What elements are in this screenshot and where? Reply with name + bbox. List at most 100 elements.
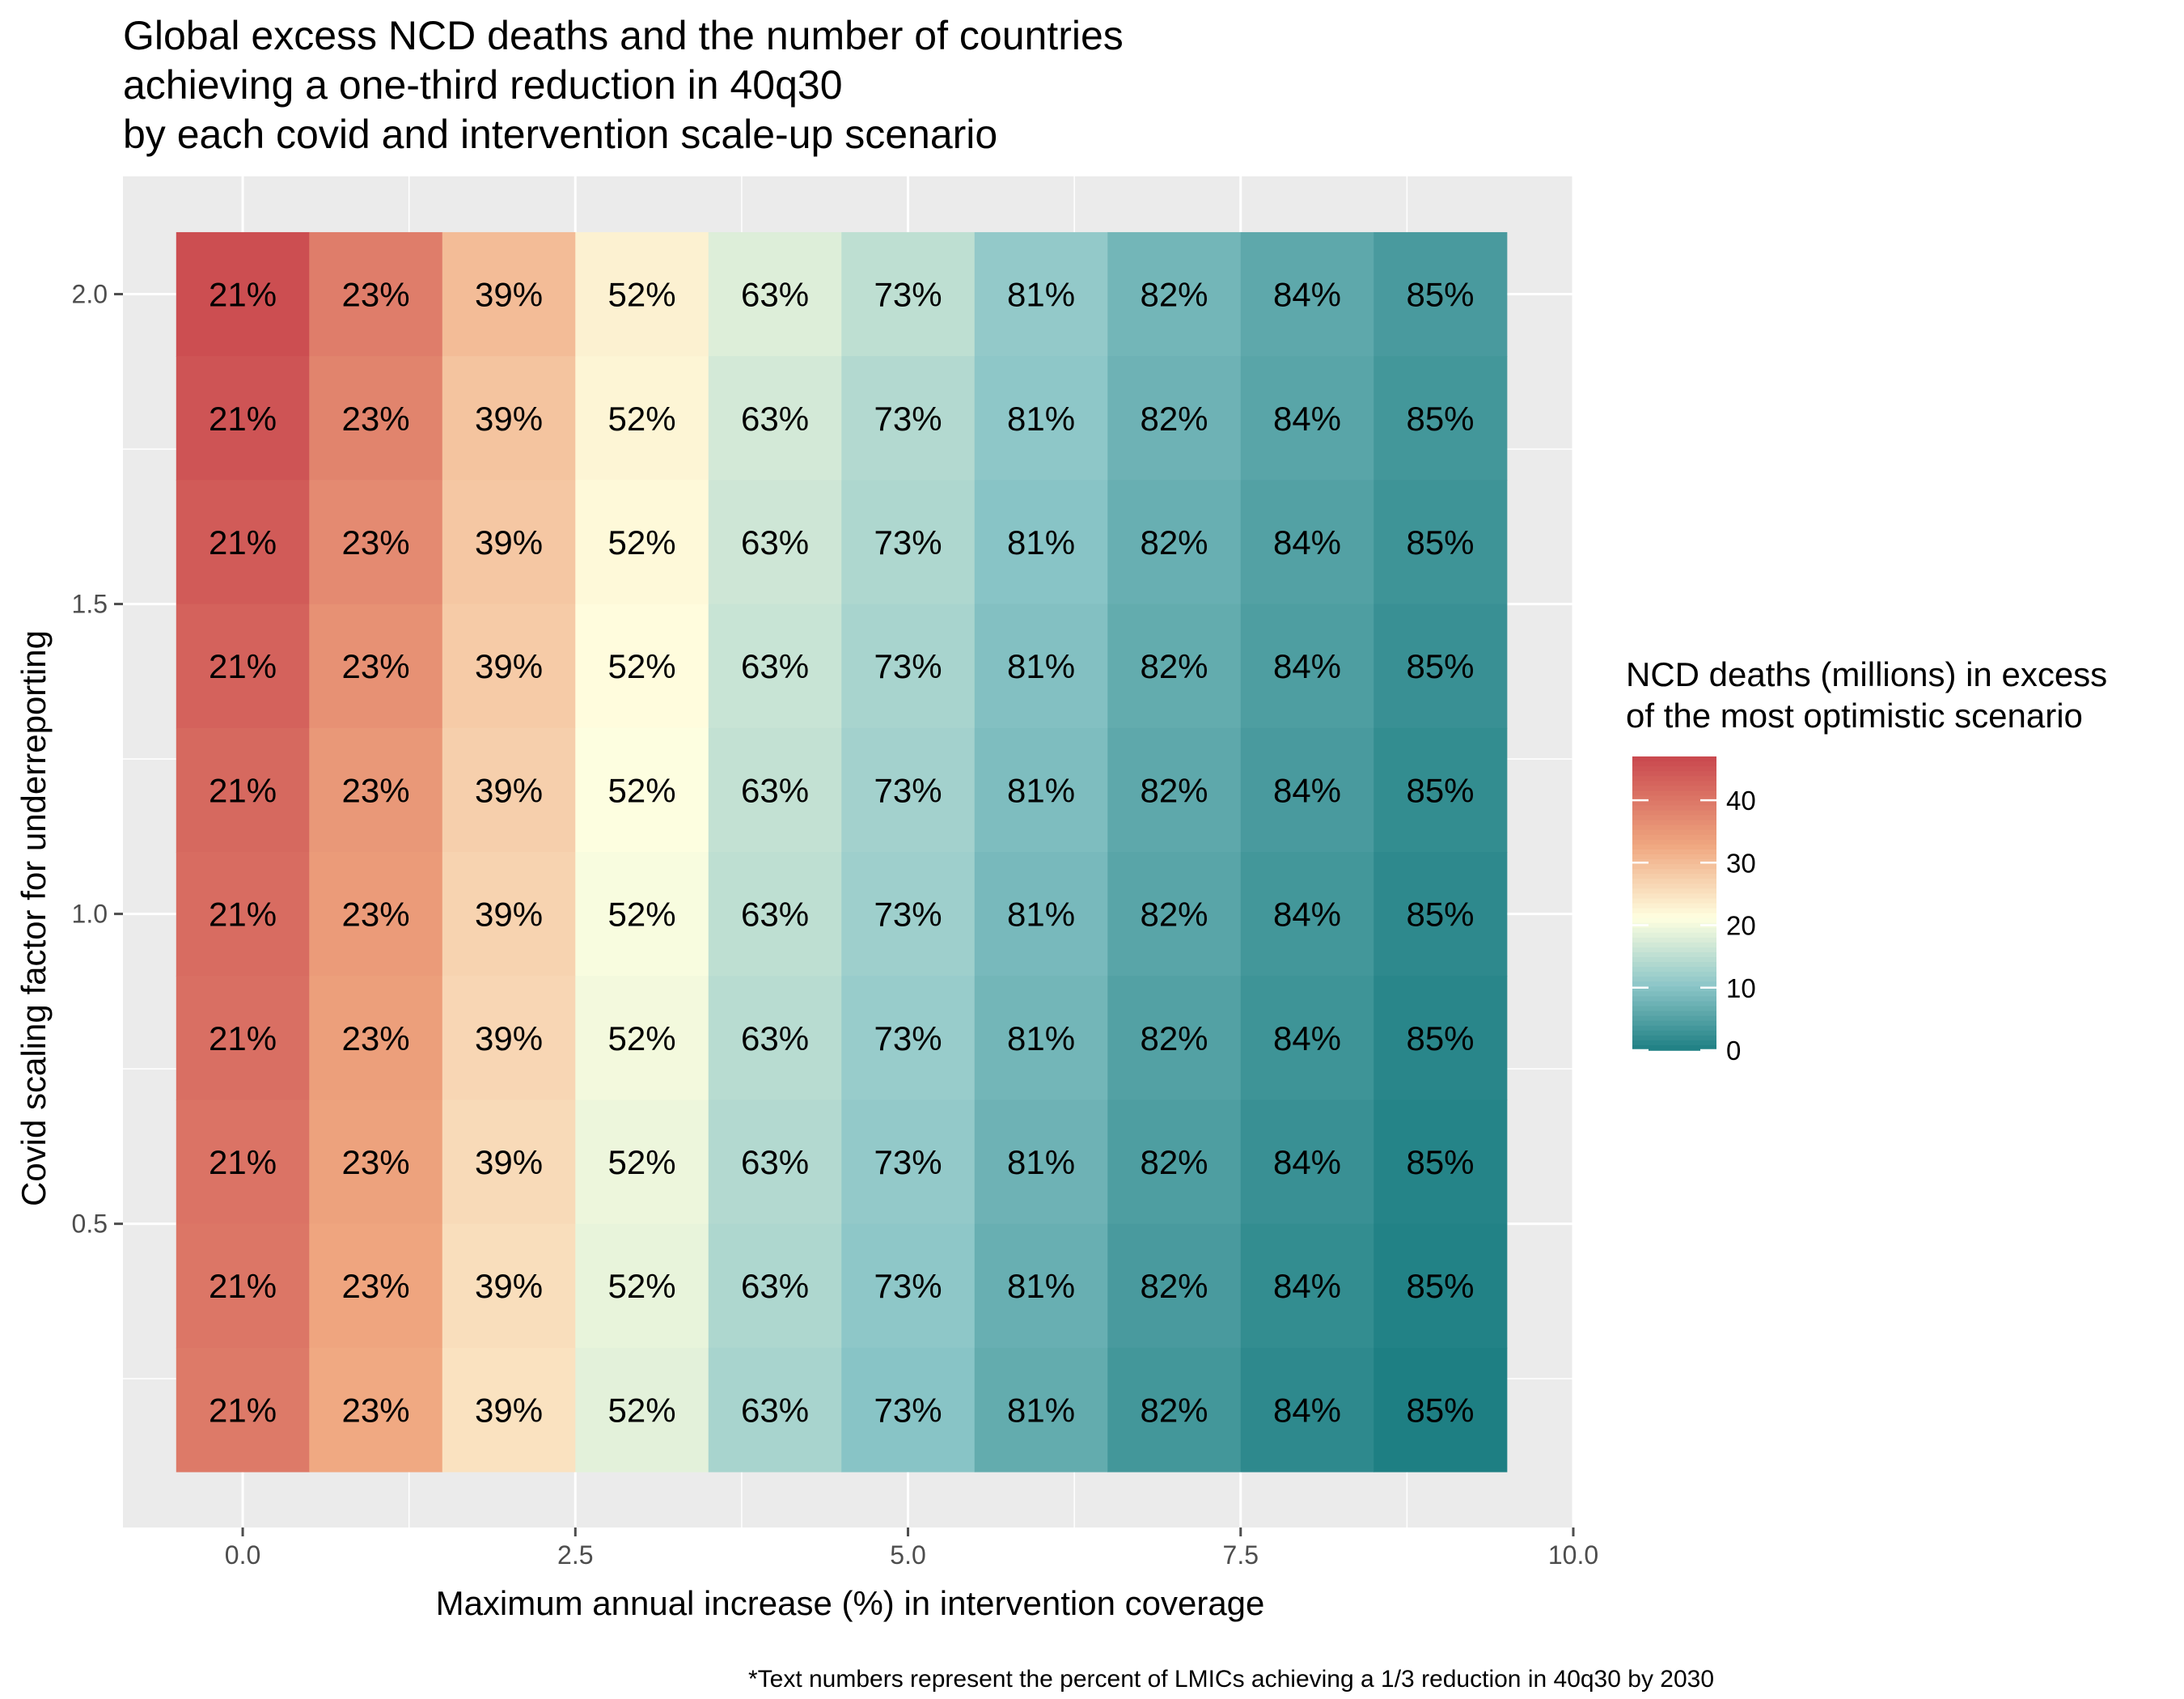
cell-labels: 21% 23% 39% 52% 63% 73% 81% 82% 84% 85% 21% 23% 39% 5… <box>209 276 1475 1430</box>
cell-label: 84% <box>1273 276 1341 314</box>
heatmap-cell <box>309 1223 443 1349</box>
cell-label: 84% <box>1273 400 1341 438</box>
heatmap-cell <box>1107 480 1242 605</box>
legend-title-line-2: of the most optimistic scenario <box>1626 697 2083 735</box>
heatmap-cell <box>176 231 310 357</box>
heatmap-cell <box>176 976 310 1101</box>
legend-gradient-step <box>1632 883 1716 890</box>
cell-label: 81% <box>1007 647 1075 685</box>
heatmap-cell <box>575 852 709 977</box>
heatmap-cell <box>1240 231 1374 357</box>
cell-label: 63% <box>741 276 809 314</box>
legend-gradient-step <box>1632 815 1716 821</box>
footnote: *Text numbers represent the percent of L… <box>0 1665 2184 1694</box>
legend-gradient-step <box>1632 795 1716 802</box>
cell-label: 82% <box>1140 276 1208 314</box>
cell-label: 21% <box>209 276 277 314</box>
cell-label: 39% <box>475 523 543 561</box>
legend-gradient-step <box>1632 829 1716 836</box>
cell-label: 82% <box>1140 1143 1208 1181</box>
x-tick-label: 5.0 <box>890 1540 925 1570</box>
cell-label: 39% <box>475 1143 543 1181</box>
heatmap-cell <box>708 480 842 605</box>
heatmap-cells <box>176 231 1508 1472</box>
cell-label: 52% <box>608 1267 676 1305</box>
chart-title-line-2: achieving a one-third reduction in 40q30 <box>123 62 843 108</box>
cell-label: 85% <box>1406 896 1474 934</box>
cell-label: 23% <box>342 400 410 438</box>
legend-gradient-step <box>1632 776 1716 782</box>
heatmap-cell <box>1373 231 1508 357</box>
cell-label: 52% <box>608 400 676 438</box>
heatmap-cell <box>841 231 976 357</box>
heatmap-cell <box>176 1223 310 1349</box>
cell-label: 52% <box>608 276 676 314</box>
legend-gradient-step <box>1632 972 1716 978</box>
heatmap-cell <box>1107 231 1242 357</box>
cell-label: 73% <box>874 896 942 934</box>
cell-label: 23% <box>342 1019 410 1057</box>
heatmap-cell <box>841 852 976 977</box>
legend-gradient-step <box>1632 781 1716 787</box>
x-tick-label: 10.0 <box>1548 1540 1598 1570</box>
legend-gradient-step <box>1632 1025 1716 1032</box>
heatmap-cell <box>442 604 576 729</box>
cell-label: 63% <box>741 771 809 809</box>
legend-gradient-step <box>1632 1020 1716 1027</box>
heatmap-cell <box>309 356 443 481</box>
legend-gradient-step <box>1632 898 1716 905</box>
cell-label: 52% <box>608 647 676 685</box>
cell-label: 21% <box>209 1019 277 1057</box>
legend-gradient-step <box>1632 913 1716 919</box>
cell-label: 39% <box>475 771 543 809</box>
heatmap-cell <box>974 1223 1108 1349</box>
heatmap-cell <box>1107 852 1242 977</box>
heatmap-cell <box>708 356 842 481</box>
cell-label: 73% <box>874 276 942 314</box>
cell-label: 82% <box>1140 771 1208 809</box>
cell-label: 21% <box>209 400 277 438</box>
heatmap-cell <box>575 480 709 605</box>
cell-label: 52% <box>608 771 676 809</box>
cell-label: 73% <box>874 1391 942 1429</box>
legend: NCD deaths (millions) in excess of the m… <box>1626 654 2176 736</box>
cell-label: 81% <box>1007 1019 1075 1057</box>
cell-label: 81% <box>1007 1143 1075 1181</box>
heatmap-cell <box>1240 1347 1374 1472</box>
legend-gradient-step <box>1632 893 1716 900</box>
heatmap-cell <box>309 1347 443 1472</box>
cell-label: 81% <box>1007 276 1075 314</box>
heatmap-cell <box>841 1347 976 1472</box>
heatmap-cell <box>1107 976 1242 1101</box>
heatmap-cell <box>708 852 842 977</box>
heatmap-cell <box>309 1099 443 1225</box>
cell-label: 73% <box>874 647 942 685</box>
cell-label: 85% <box>1406 1019 1474 1057</box>
cell-label: 73% <box>874 1143 942 1181</box>
y-tick-label: 1.5 <box>72 590 108 619</box>
cell-label: 82% <box>1140 647 1208 685</box>
cell-label: 73% <box>874 400 942 438</box>
legend-gradient-step <box>1632 967 1716 972</box>
legend-gradient-step <box>1632 888 1716 895</box>
cell-label: 39% <box>475 896 543 934</box>
x-tick-label: 0.0 <box>225 1540 260 1570</box>
legend-gradient-step <box>1632 1030 1716 1036</box>
cell-label: 82% <box>1140 523 1208 561</box>
cell-label: 23% <box>342 647 410 685</box>
heatmap-cell <box>442 231 576 357</box>
legend-gradient-step <box>1632 986 1716 993</box>
cell-label: 21% <box>209 1391 277 1429</box>
heatmap-cell <box>575 976 709 1101</box>
cell-label: 39% <box>475 1391 543 1429</box>
cell-label: 81% <box>1007 400 1075 438</box>
cell-label: 21% <box>209 523 277 561</box>
heatmap-cell <box>841 356 976 481</box>
chart-title: Global excess NCD deaths and the number … <box>123 11 1498 159</box>
heatmap-cell <box>309 480 443 605</box>
chart-title-line-1: Global excess NCD deaths and the number … <box>123 13 1124 58</box>
heatmap-cell <box>708 1099 842 1225</box>
heatmap-cell <box>708 231 842 357</box>
cell-label: 52% <box>608 1019 676 1057</box>
